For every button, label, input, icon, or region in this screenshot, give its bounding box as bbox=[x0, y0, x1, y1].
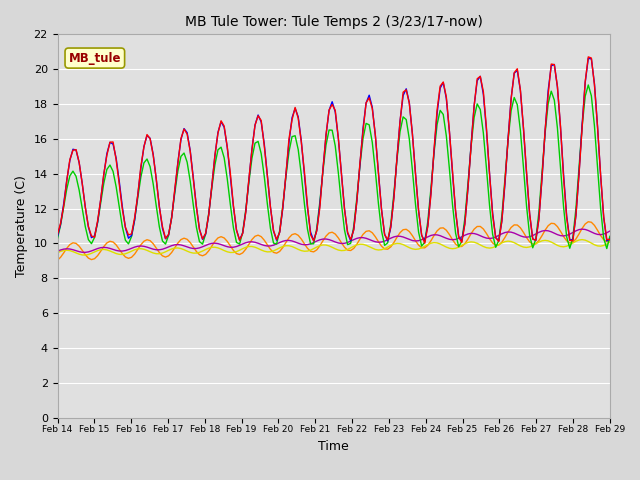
Title: MB Tule Tower: Tule Temps 2 (3/23/17-now): MB Tule Tower: Tule Temps 2 (3/23/17-now… bbox=[185, 15, 483, 29]
X-axis label: Time: Time bbox=[318, 440, 349, 453]
Text: MB_tule: MB_tule bbox=[68, 51, 121, 65]
Y-axis label: Temperature (C): Temperature (C) bbox=[15, 175, 28, 277]
